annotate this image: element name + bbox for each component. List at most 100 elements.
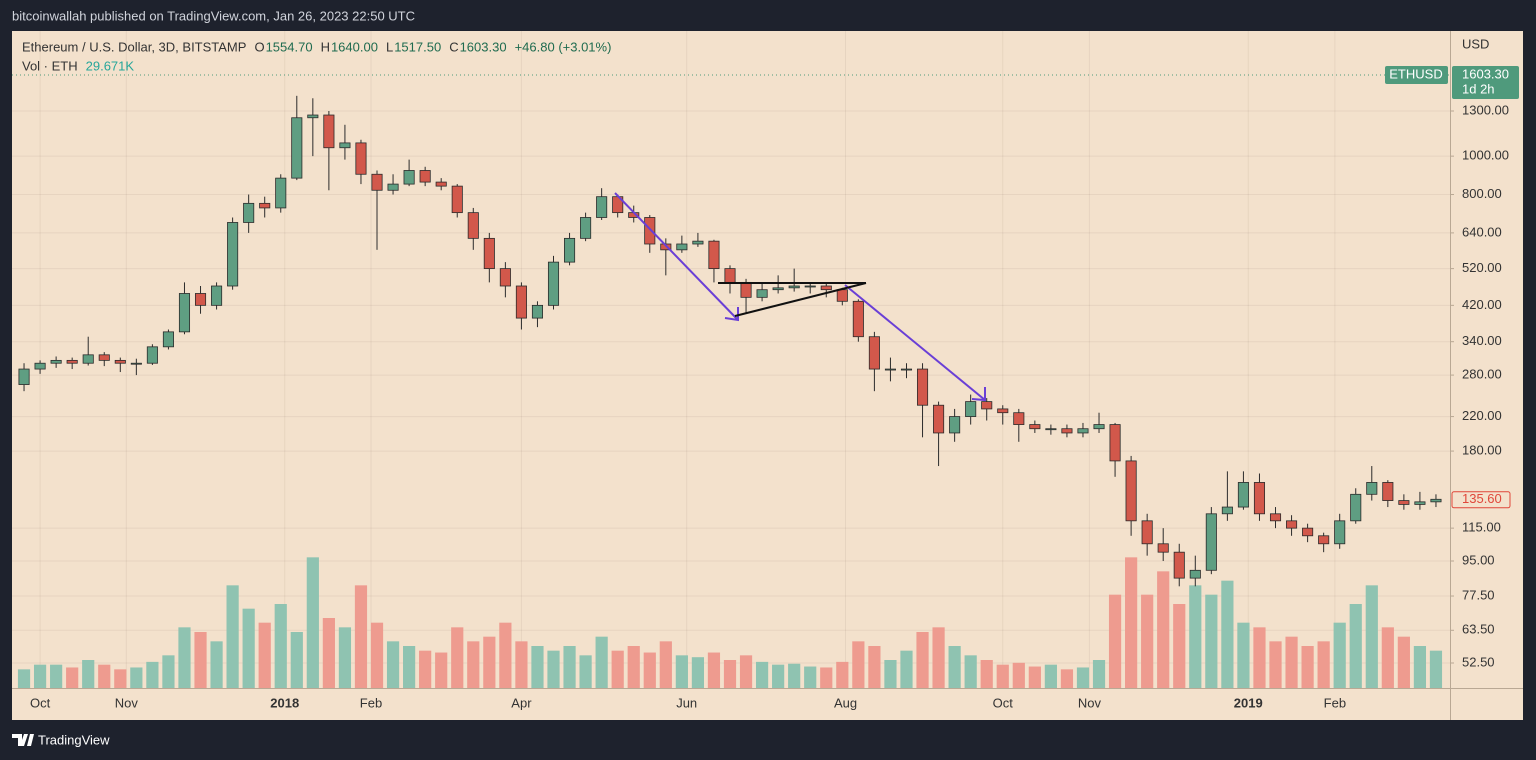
volume-bar [868, 646, 881, 688]
volume-bar [451, 627, 464, 688]
y-tick-label: 800.00 [1462, 186, 1502, 201]
volume-bar [579, 655, 592, 688]
candle-body [531, 304, 543, 319]
candle-body [1334, 520, 1346, 545]
volume-bar [1397, 636, 1410, 688]
volume-bar [114, 669, 127, 688]
chart-panel [12, 31, 1523, 720]
candle-body [1318, 535, 1330, 545]
candle-body [1286, 520, 1298, 529]
candle-body [900, 368, 913, 371]
volume-bar [723, 660, 737, 688]
volume-bar [146, 661, 159, 688]
x-tick-label: Feb [1324, 695, 1346, 710]
candle-body [339, 142, 351, 149]
y-tick-label: 95.00 [1462, 552, 1495, 567]
candle-body [1157, 543, 1169, 553]
candle-body [211, 285, 223, 306]
candle-body [227, 222, 239, 287]
volume-bar [290, 632, 303, 688]
candle-body [34, 362, 46, 370]
y-tick-label: 640.00 [1462, 224, 1502, 239]
candle-body [1253, 482, 1266, 515]
x-tick-label: Aug [834, 695, 857, 710]
candle-body [1205, 513, 1217, 571]
price-label-box [1452, 65, 1519, 99]
y-tick-label: 52.50 [1462, 654, 1495, 669]
candle-body [1414, 501, 1426, 505]
candle-body [1350, 493, 1362, 522]
candle-body [676, 243, 688, 251]
candle-body [178, 293, 191, 333]
x-tick-label: Apr [511, 695, 532, 710]
legend-text: 29.671K [86, 58, 135, 73]
volume-bar [1365, 585, 1378, 688]
candle-body [435, 181, 447, 187]
candle-body [804, 285, 816, 288]
logo-mark [12, 734, 34, 746]
volume-bar [435, 652, 448, 688]
legend-text: 1640.00 [331, 39, 378, 54]
candle-body [868, 336, 880, 370]
x-tick-label: Jun [676, 695, 697, 710]
y-tick-label: 520.00 [1462, 260, 1502, 275]
candle-body [1382, 482, 1394, 501]
candle-body [644, 217, 656, 245]
candle-body [467, 212, 479, 239]
volume-bar [1157, 571, 1170, 688]
price-label: 1603.30 [1462, 66, 1509, 81]
volume-bar [1028, 666, 1041, 688]
candle-body [965, 401, 977, 417]
legend-text: +46.80 (+3.01%) [515, 39, 612, 54]
candle-body [564, 237, 576, 263]
volume-bar [964, 655, 977, 688]
y-tick-label: 420.00 [1462, 297, 1502, 312]
y-tick-label: 1000.00 [1462, 148, 1509, 163]
candle-body [451, 185, 463, 214]
candle-body [1045, 428, 1057, 431]
volume-bar [66, 667, 79, 688]
price-countdown: 1d 2h [1462, 81, 1495, 96]
candle-body [1029, 424, 1041, 430]
volume-bar [1301, 646, 1314, 688]
candle-body [323, 114, 335, 149]
candle-body [1366, 482, 1378, 495]
candle-body [949, 416, 961, 434]
x-tick-label: Nov [115, 695, 139, 710]
candle-body [130, 362, 142, 365]
y-tick-label: 340.00 [1462, 333, 1502, 348]
candle-body [660, 243, 672, 251]
candle-body [692, 240, 704, 245]
volume-bar [1253, 627, 1266, 688]
candle-body [1221, 506, 1233, 515]
candle-body [291, 117, 303, 179]
volume-bar [531, 646, 544, 688]
y-tick-label: 115.00 [1462, 520, 1501, 535]
candle-body [1061, 428, 1073, 434]
volume-bar [483, 636, 496, 688]
volume-bar [563, 646, 576, 688]
price-label: 135.60 [1462, 491, 1502, 506]
legend-text: 1554.70 [266, 39, 313, 54]
brand-name: TradingView [38, 732, 110, 747]
candle-body [307, 114, 319, 119]
candle-body [1189, 569, 1201, 579]
arrow-head [971, 387, 986, 402]
candle-body [547, 261, 560, 306]
volume-bar [643, 652, 656, 688]
volume-bar [17, 669, 31, 688]
volume-bar [755, 661, 769, 688]
candle-body [1109, 424, 1121, 462]
volume-bar [1333, 622, 1346, 688]
candle-body [18, 368, 30, 385]
volume-bar [547, 650, 560, 688]
x-tick-label: Feb [360, 695, 382, 710]
volume-bar [354, 585, 368, 688]
volume-bar [659, 641, 672, 688]
candle-body [981, 401, 993, 410]
legend-text: H [321, 39, 330, 54]
candle-body [1125, 460, 1137, 522]
volume-bar [1413, 646, 1427, 688]
candle-body [419, 170, 431, 183]
legend-text: Vol · ETH [22, 58, 78, 73]
